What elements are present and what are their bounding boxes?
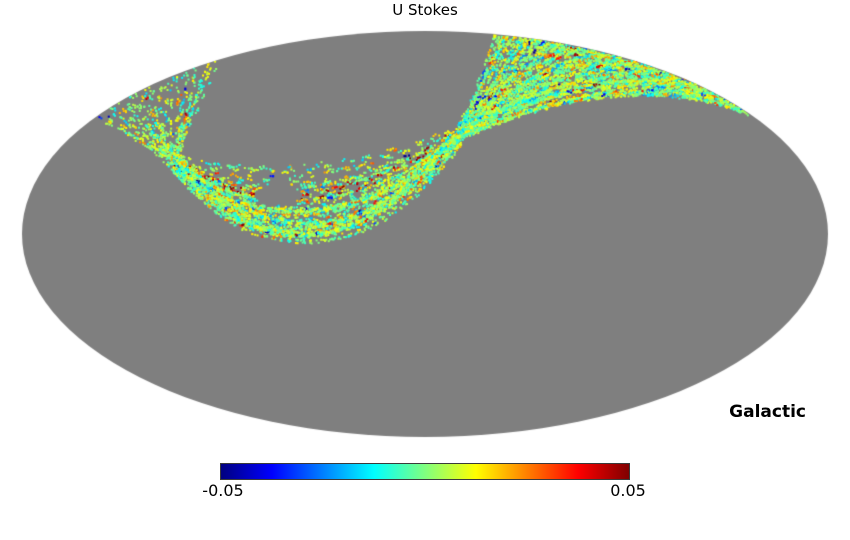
colorbar-min-label: -0.05 xyxy=(202,481,244,500)
coordinate-label: Galactic xyxy=(729,402,806,422)
colorbar-max-label: 0.05 xyxy=(610,481,646,500)
plot-title: U Stokes xyxy=(392,1,458,19)
colorbar-gradient xyxy=(221,464,629,479)
colorbar xyxy=(220,463,630,480)
